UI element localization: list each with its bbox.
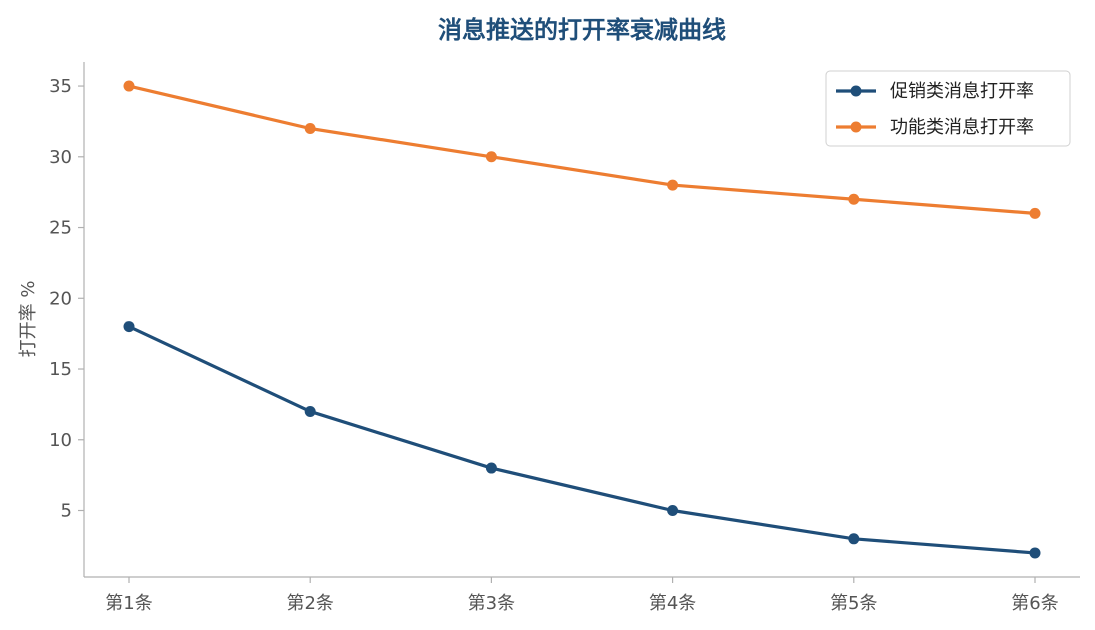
y-tick-label: 10 — [49, 430, 72, 451]
legend-label: 功能类消息打开率 — [890, 117, 1034, 138]
legend-item[interactable]: 促销类消息打开率 — [836, 81, 1034, 102]
data-point — [848, 193, 860, 205]
legend-swatch-marker — [850, 121, 862, 133]
data-point — [123, 321, 135, 333]
series-2 — [123, 80, 1041, 219]
x-tick-label: 第2条 — [286, 593, 333, 614]
data-point — [485, 151, 497, 163]
legend-item[interactable]: 功能类消息打开率 — [836, 117, 1034, 138]
data-point — [304, 405, 316, 417]
data-point — [485, 462, 497, 474]
series-1 — [123, 321, 1041, 559]
data-point — [123, 80, 135, 92]
legend-box — [825, 70, 1071, 147]
series-lines — [123, 80, 1041, 559]
x-tick-label: 第5条 — [830, 593, 877, 614]
legend-swatch-marker — [850, 85, 862, 97]
y-axis-label: 打开率 % — [18, 281, 39, 358]
chart-title: 消息推送的打开率衰减曲线 — [438, 16, 726, 44]
x-tick-label: 第4条 — [649, 593, 696, 614]
data-point — [667, 179, 679, 191]
data-point — [848, 533, 860, 545]
data-point — [1029, 207, 1041, 219]
y-tick-label: 15 — [49, 359, 72, 380]
axes: 5 10 15 20 25 30 35 第1条 第2条 第3条 第4条 第5条 第6条 — [49, 62, 1080, 614]
legend-label: 促销类消息打开率 — [890, 81, 1034, 102]
y-tick-label: 25 — [49, 218, 72, 239]
data-point — [667, 505, 679, 517]
series-line — [127, 324, 1037, 555]
series-line — [127, 84, 1037, 215]
y-tick-label: 5 — [61, 501, 72, 522]
x-tick-label: 第1条 — [105, 593, 152, 614]
x-tick-label: 第6条 — [1011, 593, 1058, 614]
data-point — [1029, 547, 1041, 559]
y-tick-label: 20 — [49, 288, 72, 309]
y-tick-label: 35 — [49, 76, 72, 97]
y-tick-label: 30 — [49, 147, 72, 168]
data-point — [304, 122, 316, 134]
x-tick-label: 第3条 — [468, 593, 515, 614]
